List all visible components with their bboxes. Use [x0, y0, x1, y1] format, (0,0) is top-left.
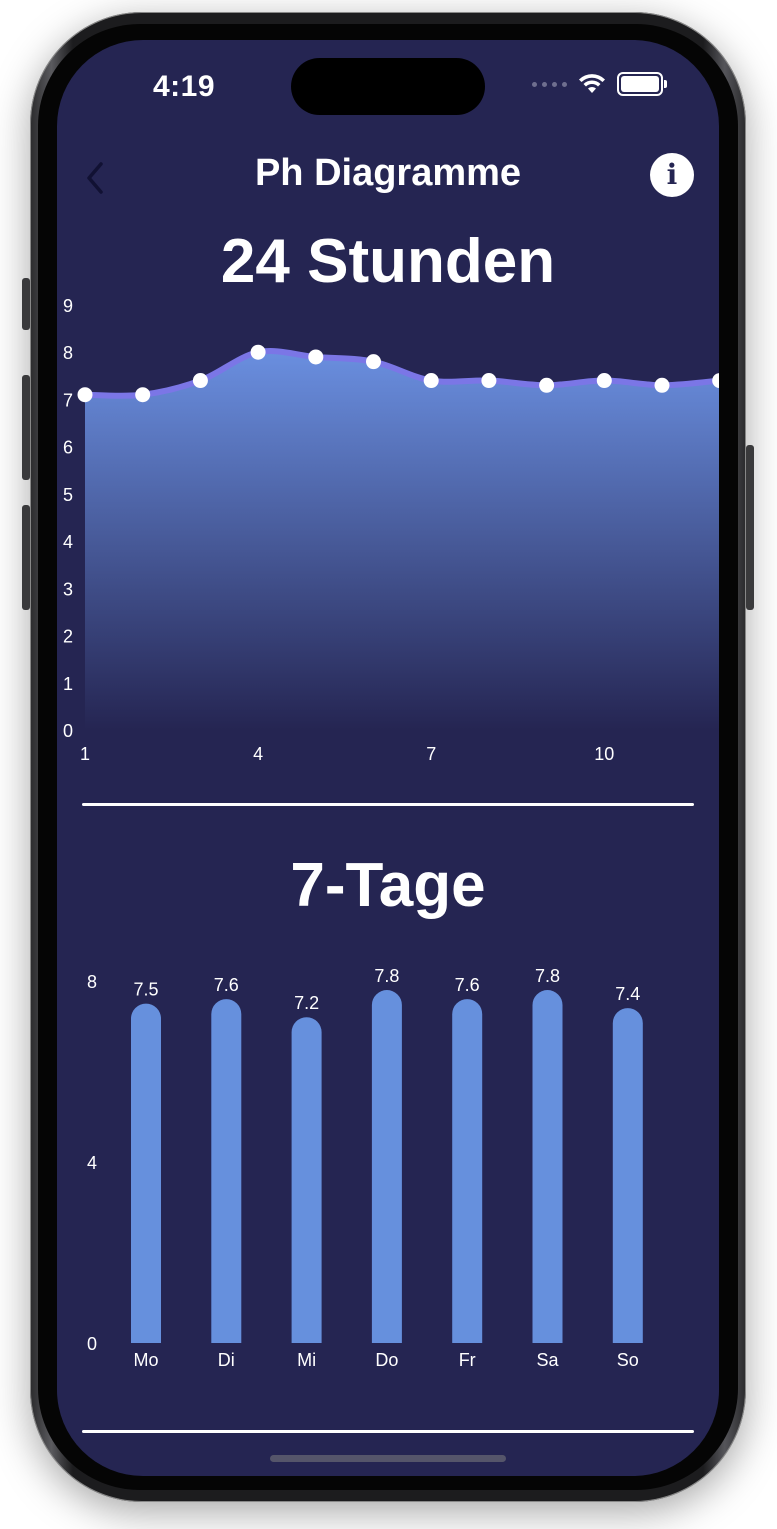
bottom-divider	[82, 1430, 694, 1433]
x-tick-label: 7	[426, 744, 436, 764]
home-indicator[interactable]	[270, 1455, 506, 1462]
x-tick-label: 1	[80, 744, 90, 764]
y-tick-label: 1	[63, 674, 73, 694]
y-tick-label: 0	[63, 721, 73, 741]
page-title: Ph Diagramme	[254, 152, 522, 194]
bar	[371, 990, 402, 1343]
bar-value-label: 7.5	[133, 980, 158, 1000]
section-divider	[82, 803, 694, 806]
x-category-label: Fr	[459, 1350, 476, 1370]
bar	[211, 999, 242, 1343]
y-tick-label: 7	[63, 390, 73, 410]
x-category-label: Sa	[536, 1350, 559, 1370]
data-point	[192, 373, 208, 389]
chart-title-7d: 7-Tage	[290, 851, 486, 920]
bar	[612, 1008, 643, 1343]
ph-7d-bar-chart: 0 4 8 7.5 Mo 7.6 Di 7.2 Mi 7.8 Do 7.6 Fr 7.8 Sa 7.4 So	[87, 966, 643, 1370]
status-time: 4:19	[153, 70, 216, 103]
y-tick-label: 8	[87, 972, 97, 992]
chart-title-24h: 24 Stunden	[220, 227, 556, 296]
data-point	[539, 377, 555, 393]
bar-value-label: 7.8	[374, 966, 399, 986]
power-button	[746, 445, 754, 610]
data-point	[77, 387, 93, 403]
battery-icon	[617, 72, 667, 96]
bar-value-label: 7.8	[535, 966, 560, 986]
bar-value-label: 7.6	[214, 975, 239, 995]
bar-value-label: 7.2	[294, 993, 319, 1013]
bar-value-label: 7.4	[615, 984, 640, 1004]
x-tick-label: 10	[594, 744, 614, 764]
bar-value-label: 7.6	[455, 975, 480, 995]
data-point	[366, 354, 381, 370]
x-category-label: Di	[218, 1350, 235, 1370]
data-point	[423, 373, 439, 389]
y-tick-label: 2	[63, 627, 73, 647]
y-tick-label: 5	[63, 485, 73, 505]
bar	[291, 1017, 322, 1343]
y-tick-label: 8	[63, 343, 73, 363]
x-category-label: Do	[375, 1350, 398, 1370]
y-tick-label: 0	[87, 1334, 97, 1354]
area-fill	[85, 351, 719, 730]
data-point	[712, 373, 719, 389]
status-icons	[532, 72, 667, 96]
data-point	[596, 373, 612, 389]
x-tick-label: 4	[253, 744, 263, 764]
silent-switch	[22, 278, 30, 330]
data-point	[654, 377, 670, 393]
volume-up-button	[22, 375, 30, 480]
data-point	[481, 373, 497, 389]
y-tick-label: 9	[63, 296, 73, 316]
data-point	[250, 344, 266, 360]
cellular-signal-icon	[532, 81, 567, 87]
data-point	[308, 349, 324, 365]
y-tick-label: 6	[63, 438, 73, 458]
volume-down-button	[22, 505, 30, 610]
data-point	[135, 387, 151, 403]
bar	[131, 1003, 161, 1343]
x-category-label: So	[617, 1350, 639, 1370]
y-tick-label: 4	[63, 532, 73, 552]
back-chevron-icon[interactable]	[79, 158, 113, 198]
wifi-icon	[579, 74, 605, 93]
y-tick-label: 4	[87, 1153, 97, 1173]
y-tick-label: 3	[63, 579, 73, 599]
x-category-label: Mi	[297, 1350, 316, 1370]
bar	[532, 990, 563, 1343]
bar	[452, 999, 483, 1343]
info-icon[interactable]: i	[650, 153, 694, 197]
x-category-label: Mo	[133, 1350, 158, 1370]
dynamic-island	[291, 58, 485, 115]
